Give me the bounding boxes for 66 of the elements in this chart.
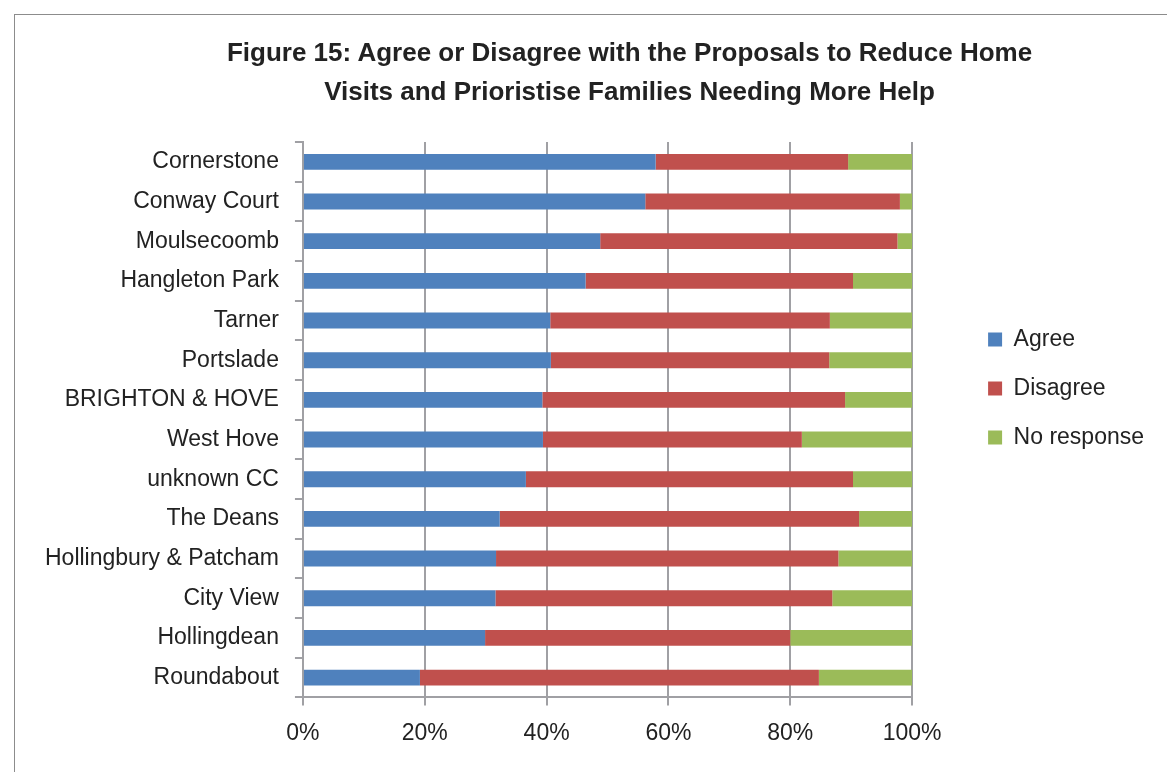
bar [853, 471, 913, 488]
bar [645, 193, 900, 210]
x-tick-label: 20% [401, 718, 448, 745]
y-tick-label: Hollingbury & Patcham [44, 543, 279, 570]
y-tick-label: Portslade [181, 345, 279, 372]
bar [303, 550, 497, 567]
bar [303, 629, 486, 646]
bar [303, 431, 543, 448]
y-tick-label: Moulsecoomb [135, 226, 279, 253]
bar [897, 233, 913, 250]
y-tick-label: West Hove [166, 424, 279, 451]
bar [829, 312, 913, 329]
bar [829, 352, 913, 369]
bar [499, 510, 860, 527]
bar [496, 550, 839, 567]
bar [899, 193, 913, 210]
legend-label: No response [1013, 422, 1145, 449]
y-tick-label: Hangleton Park [120, 266, 280, 293]
bar [303, 669, 420, 686]
bar [303, 193, 646, 210]
y-tick-label: Conway Court [133, 186, 280, 213]
bar [550, 312, 830, 329]
bar [525, 471, 853, 488]
bar [303, 471, 526, 488]
bar [303, 391, 543, 408]
bar [550, 352, 830, 369]
bar [853, 272, 913, 289]
y-tick-label: City View [183, 583, 280, 610]
bar [585, 272, 853, 289]
y-tick-label: The Deans [166, 504, 279, 531]
bar [485, 629, 791, 646]
y-tick-label: Cornerstone [152, 147, 279, 174]
bar [303, 233, 601, 250]
x-tick-label: 100% [882, 718, 942, 745]
y-tick-label: Tarner [213, 305, 280, 332]
bar [303, 590, 496, 607]
bar [832, 590, 913, 607]
y-tick-label: unknown CC [147, 464, 279, 491]
bar [848, 153, 913, 170]
y-tick-label: Hollingdean [157, 623, 279, 650]
y-tick-label: BRIGHTON & HOVE [64, 385, 279, 412]
y-tick-label: Roundabout [153, 662, 280, 689]
bar [303, 510, 500, 527]
x-tick-label: 80% [767, 718, 814, 745]
bar [859, 510, 913, 527]
bar [495, 590, 833, 607]
bar [790, 629, 913, 646]
bar [542, 431, 802, 448]
bar [801, 431, 913, 448]
legend-label: Agree [1013, 324, 1075, 351]
chart-title: Figure 15: Agree or Disagree with the Proposals to Reduce Home Visits and Prioristise Families Needing More Help [226, 36, 1033, 106]
bar [845, 391, 913, 408]
bar [419, 669, 819, 686]
bar [818, 669, 913, 686]
bar [303, 153, 656, 170]
bar [655, 153, 849, 170]
bar [303, 352, 551, 369]
bar [600, 233, 898, 250]
bar [838, 550, 913, 567]
x-tick-label: 60% [645, 718, 692, 745]
bar [542, 391, 846, 408]
x-tick-label: 0% [286, 718, 320, 745]
bar [303, 312, 551, 329]
bar [303, 272, 586, 289]
x-tick-label: 40% [523, 718, 570, 745]
legend-label: Disagree [1013, 373, 1106, 400]
